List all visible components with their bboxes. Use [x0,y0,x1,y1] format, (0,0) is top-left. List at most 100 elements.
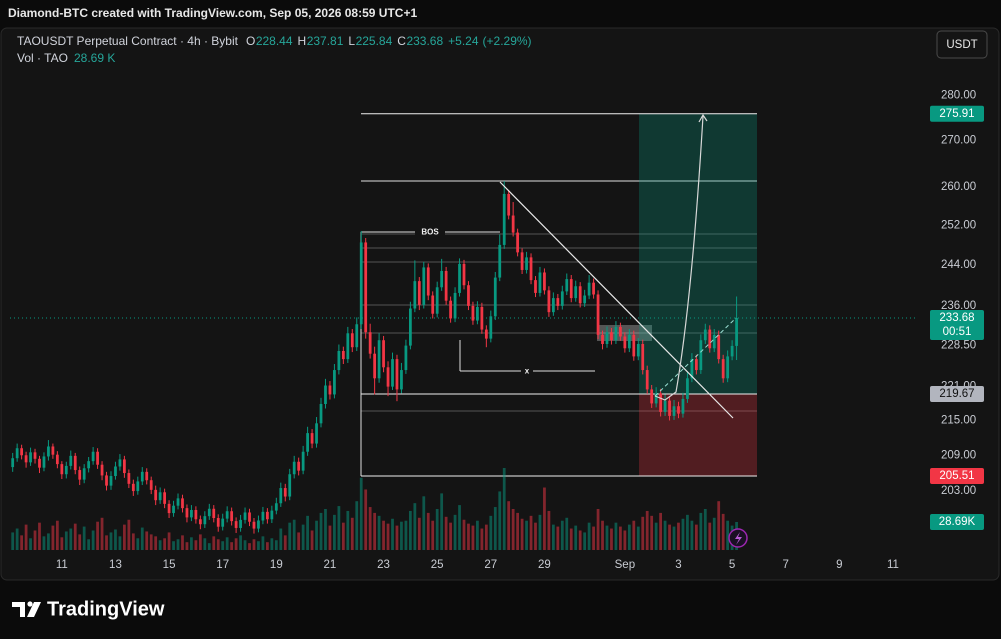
volume-bar [578,530,582,550]
volume-bar [408,510,412,550]
candle-body [100,464,104,476]
volume-bar [623,530,627,550]
candle-body [440,270,444,288]
candle-body [190,509,193,518]
currency[interactable]: USDT [946,39,977,51]
volume-bar [672,526,676,550]
volume-bar [605,525,609,550]
volume-bar [297,532,301,550]
volume-bar [96,521,99,550]
volume-bar [207,543,211,550]
volume-bar [677,522,680,550]
chart-panel [0,27,1000,581]
ohlc-value: 233.68 [406,34,443,48]
currency-button-frame[interactable] [936,30,988,59]
volume-bar [279,528,283,550]
candle-body [207,508,211,517]
candle-body [610,332,613,341]
volume-title: Vol · TAO [17,51,68,65]
candle-body [476,306,479,321]
symbol: TAOUSDT Perpetual Contract · 4h · Bybit [17,34,239,48]
volume-bar [91,530,95,550]
volume-bar [395,525,399,550]
volume-bar [42,536,46,550]
candle-body [64,465,68,475]
candle-body [292,461,296,475]
volume-bar [315,520,318,550]
volume-bar [105,535,108,550]
candle-body [225,511,229,519]
alert-icon[interactable] [728,528,748,548]
volume-bar [502,468,506,550]
change: +5.24 [448,34,479,48]
volume-bar [239,535,242,550]
volume-bar [627,524,631,550]
candle-body [708,329,712,349]
candle-body [681,398,685,414]
candle-body [55,454,59,465]
volume-bar [534,522,537,550]
volume-bar [145,531,149,550]
volume-bar [230,542,234,550]
volume-bar [136,538,140,550]
volume-bar [203,538,207,550]
volume-bar [444,516,448,550]
candle-body [386,367,390,387]
volume-bar [654,522,658,550]
volume-bar [587,522,591,550]
candle-body [78,470,82,480]
candle-body [257,520,260,529]
currency-button[interactable]: USDT [936,30,988,59]
candle-body [400,370,403,390]
volume-bar [306,515,309,550]
candle-body [391,359,394,387]
y-tick-label: 252.00 [941,219,976,231]
volume-bar [100,517,104,550]
candle-body [408,308,412,346]
candle-body [404,345,408,371]
candle-body [717,334,721,360]
volume-bar [154,536,158,550]
volume-bar [288,522,292,550]
candle-body [672,406,676,416]
projection-path [654,115,704,401]
candle-body [346,333,350,360]
x-tick-label: 5 [729,559,735,571]
candle-body [502,193,506,245]
candle-body [239,519,242,528]
volume-bar [507,501,511,550]
volume-bar [703,509,707,550]
candle-body [47,446,50,457]
candle-body [15,448,19,459]
ohlc-letter: H [298,34,307,48]
candle-body [413,281,417,309]
candle-body [315,423,318,444]
candle-body [431,295,435,314]
candle-body [127,473,131,484]
volume-bar [301,524,305,550]
candle-body [279,488,283,504]
logo-mark [27,602,41,617]
volume-bar [422,496,426,550]
plot-area [10,113,918,477]
volume-bar [368,507,372,550]
volume-bar [319,512,323,550]
annotation: x [525,367,530,376]
volume-bar [708,522,712,550]
volume-bar [699,512,703,550]
candle-body [73,455,77,471]
candle-body [489,316,493,339]
volume-bar [453,514,457,550]
candle-body [243,512,247,520]
candle-body [663,400,667,412]
target-zone [639,113,757,395]
volume-bar [20,535,24,550]
volume-bar [650,515,654,550]
candle-body [109,476,113,486]
candle-body [24,455,28,463]
candle-body [306,433,309,452]
ohlc-value: 228.44 [256,34,293,48]
candle-body [632,334,636,357]
stop-label: 205.51 [939,470,974,482]
